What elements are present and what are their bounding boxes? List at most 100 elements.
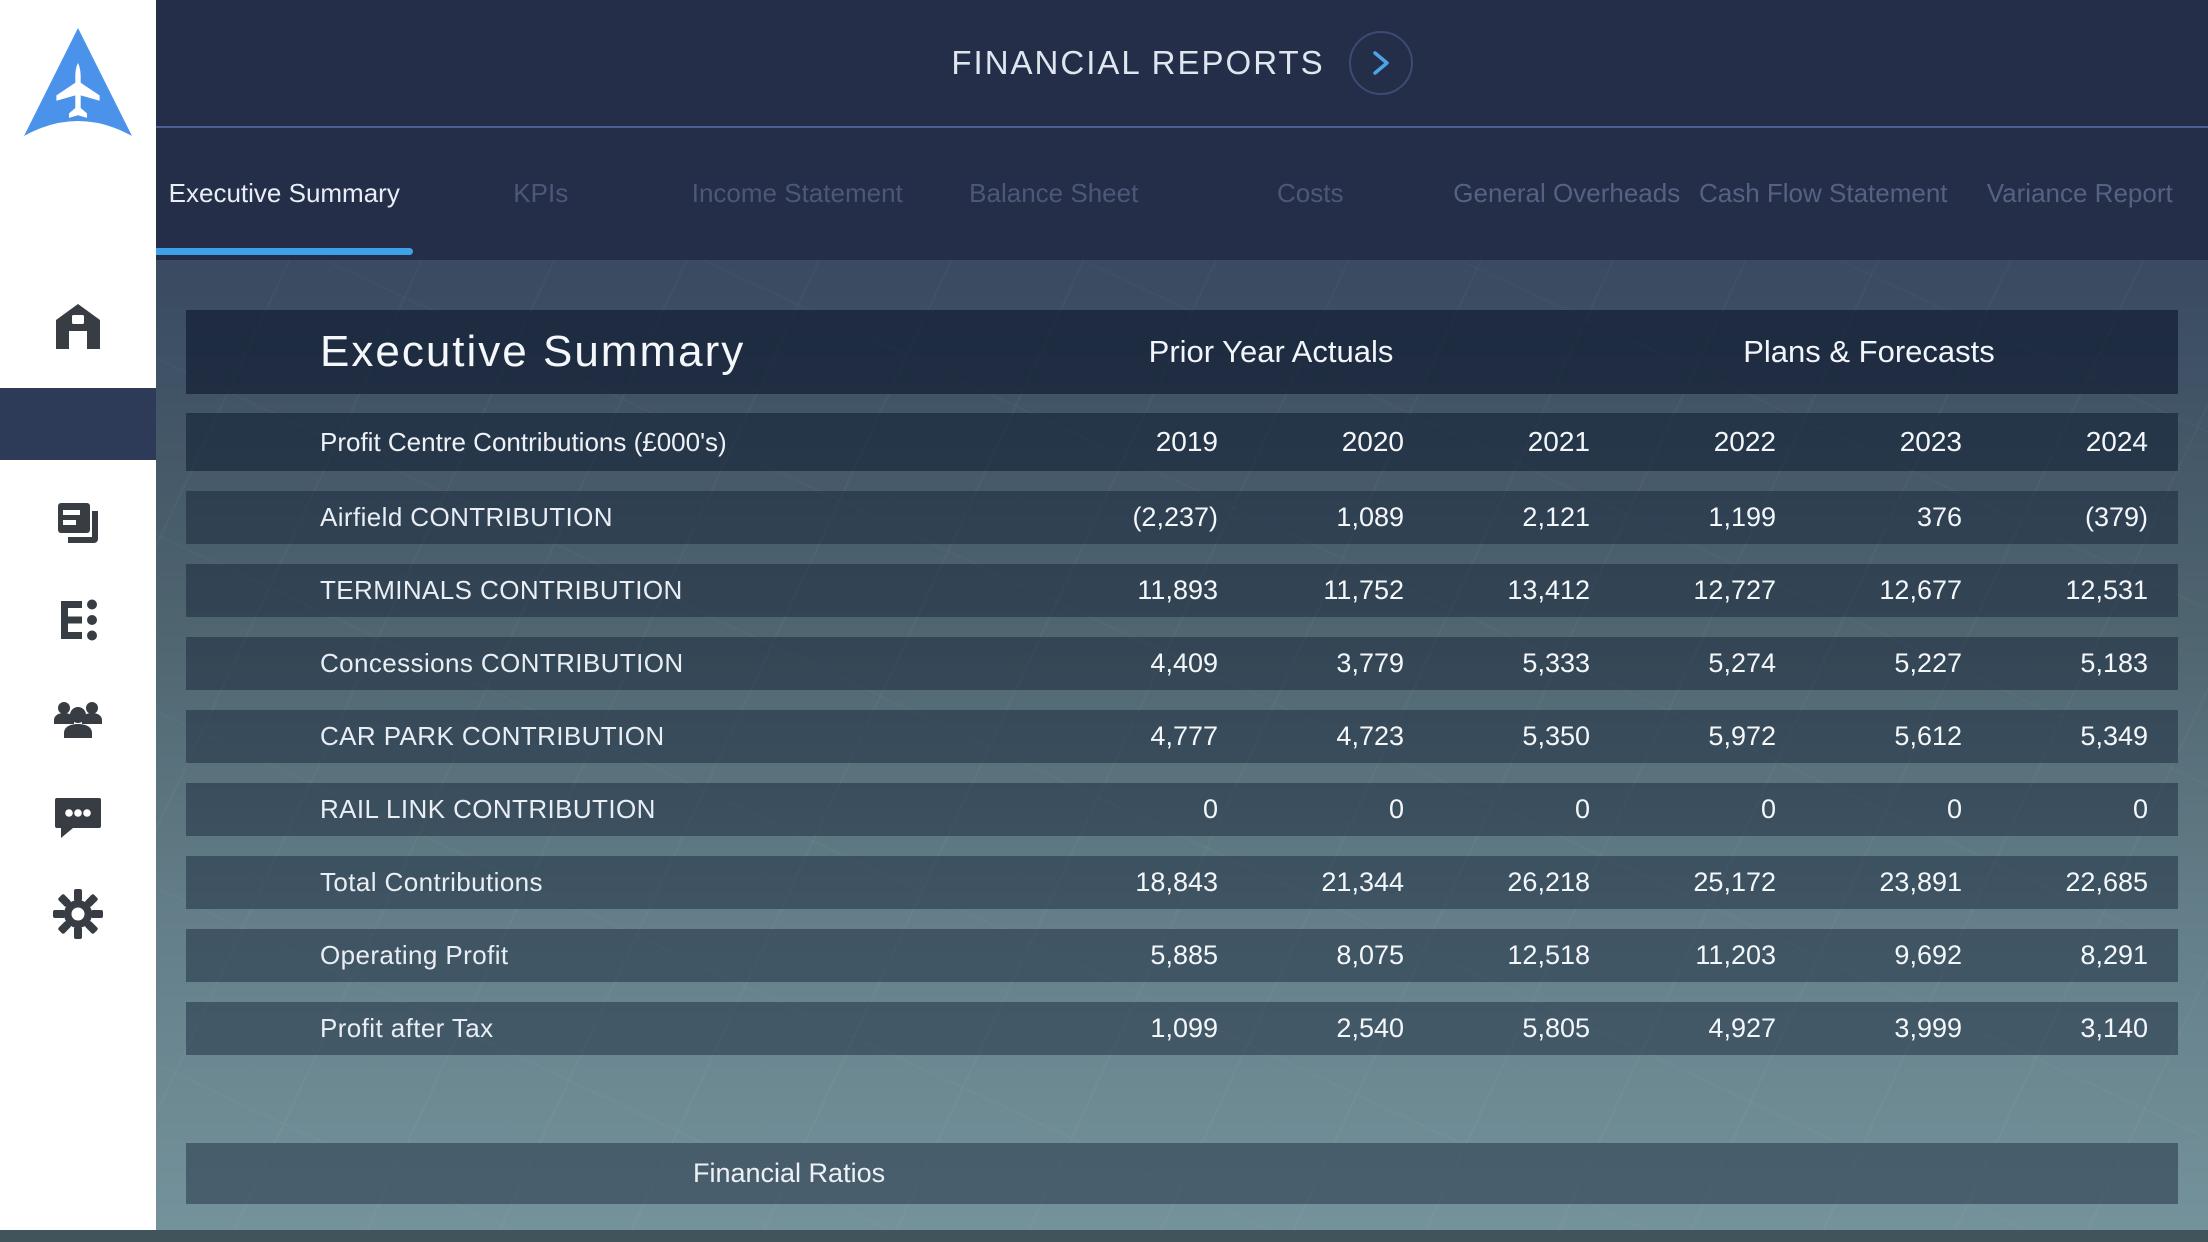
cell-value: 0 <box>2132 794 2148 824</box>
cell-value: 5,972 <box>1708 721 1776 751</box>
row-label: Airfield CONTRIBUTION <box>320 502 613 532</box>
tab-variance-report[interactable]: Variance Report <box>1952 128 2208 258</box>
next-report-button[interactable] <box>1348 31 1413 95</box>
cell-value: 5,805 <box>1522 1013 1590 1043</box>
table-row: RAIL LINK CONTRIBUTION 0 0 0 0 0 0 <box>186 783 2178 836</box>
row-label: Concessions CONTRIBUTION <box>320 648 684 678</box>
row-label: TERMINALS CONTRIBUTION <box>320 575 683 605</box>
reports-icon[interactable] <box>52 496 104 548</box>
cell-value: 4,777 <box>1150 721 1218 751</box>
cell-value: 23,891 <box>1879 867 1962 897</box>
cell-value: 0 <box>1574 794 1590 824</box>
row-label: CAR PARK CONTRIBUTION <box>320 721 665 751</box>
year-column-header: 2021 <box>1527 426 1590 457</box>
cell-value: 5,612 <box>1894 721 1962 751</box>
cell-value: 5,183 <box>2080 648 2148 678</box>
tab-costs[interactable]: Costs <box>1182 128 1439 258</box>
tab-kpis[interactable]: KPIs <box>413 128 670 258</box>
app-header: FINANCIAL REPORTS <box>156 0 2208 128</box>
cell-value: 9,692 <box>1894 940 1962 970</box>
active-tab-underline <box>156 248 413 255</box>
window-bottom-edge <box>0 1230 2208 1242</box>
row-label: Total Contributions <box>320 867 543 897</box>
measure-label: Profit Centre Contributions (£000's) <box>320 426 727 457</box>
tab-cash-flow-statement[interactable]: Cash Flow Statement <box>1695 128 1952 258</box>
sidebar-item-executive-summary[interactable] <box>0 388 156 836</box>
table-title-band: Executive Summary Prior Year Actuals Pla… <box>186 310 2178 394</box>
page-title: FINANCIAL REPORTS <box>951 44 1325 81</box>
cell-value: 0 <box>1388 794 1404 824</box>
table-title: Executive Summary <box>320 327 746 376</box>
year-column-header: 2022 <box>1713 426 1776 457</box>
row-label: Operating Profit <box>320 940 509 970</box>
cell-value: 12,531 <box>2065 575 2148 605</box>
group-header-plans-forecasts: Plans & Forecasts <box>1743 334 1995 369</box>
cell-value: 5,274 <box>1708 648 1776 678</box>
cell-value: 3,779 <box>1336 648 1404 678</box>
main-area: FINANCIAL REPORTS Executive Summary KPIs… <box>156 0 2208 1242</box>
cell-value: (379) <box>2084 502 2148 532</box>
report-content: Executive Summary Prior Year Actuals Pla… <box>156 260 2208 1242</box>
table-row: TERMINALS CONTRIBUTION 11,893 11,752 13,… <box>186 564 2178 617</box>
cell-value: 1,099 <box>1150 1013 1218 1043</box>
tab-general-overheads[interactable]: General Overheads <box>1439 128 1696 258</box>
home-icon[interactable] <box>52 301 104 353</box>
comments-icon[interactable] <box>52 789 104 841</box>
cell-value: 1,089 <box>1336 502 1404 532</box>
year-column-header: 2024 <box>2085 426 2148 457</box>
financial-ratios-section-header: Financial Ratios <box>186 1143 2178 1204</box>
row-label: RAIL LINK CONTRIBUTION <box>320 794 656 824</box>
tab-label: Balance Sheet <box>969 177 1139 208</box>
year-column-header: 2020 <box>1341 426 1404 457</box>
tab-label: General Overheads <box>1453 177 1681 208</box>
cell-value: 12,677 <box>1879 575 1962 605</box>
cell-value: 5,333 <box>1522 648 1590 678</box>
cell-value: 11,893 <box>1137 575 1218 605</box>
tab-label: Executive Summary <box>168 177 400 208</box>
tab-label: Cash Flow Statement <box>1698 177 1948 208</box>
year-column-header: 2023 <box>1899 426 1962 457</box>
cell-value: 5,885 <box>1150 940 1218 970</box>
team-icon[interactable] <box>52 691 104 743</box>
sidebar <box>0 0 156 1242</box>
report-tabbar: Executive Summary KPIs Income Statement … <box>156 128 2208 258</box>
cell-value: 21,344 <box>1321 867 1404 897</box>
list-icon[interactable] <box>52 594 104 646</box>
tab-executive-summary[interactable]: Executive Summary <box>156 128 413 258</box>
settings-gear-icon[interactable] <box>52 888 104 940</box>
cell-value: 26,218 <box>1507 867 1590 897</box>
table-row: Concessions CONTRIBUTION 4,409 3,779 5,3… <box>186 637 2178 690</box>
airline-logo-icon <box>18 22 138 142</box>
tab-label: Variance Report <box>1986 177 2173 208</box>
cell-value: 12,518 <box>1507 940 1590 970</box>
table-row: Airfield CONTRIBUTION (2,237) 1,089 2,12… <box>186 491 2178 544</box>
cell-value: 3,999 <box>1894 1013 1962 1043</box>
cell-value: 5,227 <box>1894 648 1962 678</box>
cell-value: 2,540 <box>1336 1013 1404 1043</box>
tab-balance-sheet[interactable]: Balance Sheet <box>926 128 1183 258</box>
tab-label: Costs <box>1277 177 1344 208</box>
cell-value: 0 <box>1946 794 1962 824</box>
cell-value: 13,412 <box>1507 575 1590 605</box>
financial-ratios-label: Financial Ratios <box>693 1158 886 1188</box>
cell-value: 4,723 <box>1336 721 1404 751</box>
cell-value: 0 <box>1202 794 1218 824</box>
cell-value: 8,075 <box>1336 940 1404 970</box>
cell-value: 5,350 <box>1522 721 1590 751</box>
cell-value: 0 <box>1760 794 1776 824</box>
cell-value: 4,409 <box>1150 648 1218 678</box>
executive-summary-table: Executive Summary Prior Year Actuals Pla… <box>186 310 2178 1204</box>
table-row: Profit after Tax 1,099 2,540 5,805 4,927… <box>186 1002 2178 1055</box>
cell-value: 3,140 <box>2080 1013 2148 1043</box>
tab-label: KPIs <box>513 177 569 208</box>
cell-value: 8,291 <box>2080 940 2148 970</box>
table-column-header-row: Profit Centre Contributions (£000's) 201… <box>186 413 2178 471</box>
cell-value: 11,752 <box>1323 575 1404 605</box>
cell-value: (2,237) <box>1132 502 1218 532</box>
cell-value: 25,172 <box>1693 867 1776 897</box>
tab-income-statement[interactable]: Income Statement <box>669 128 926 258</box>
tab-label: Income Statement <box>691 177 903 208</box>
cell-value: 376 <box>1916 502 1962 532</box>
cell-value: 2,121 <box>1522 502 1590 532</box>
chevron-right-icon <box>1372 51 1389 75</box>
